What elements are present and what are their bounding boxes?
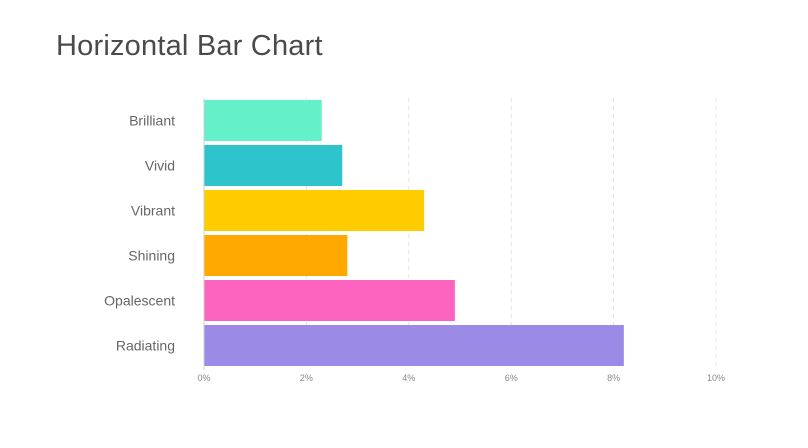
x-tick-labels: 0% 2% 4% 6% 8% 10%	[197, 373, 725, 383]
x-tick-label: 4%	[402, 373, 415, 383]
x-tick-label: 10%	[707, 373, 725, 383]
grid-lines	[305, 98, 717, 370]
category-label: Radiating	[116, 338, 175, 354]
bars	[204, 100, 624, 366]
category-label: Shining	[128, 248, 175, 264]
category-label: Vivid	[145, 158, 175, 174]
x-tick-label: 6%	[505, 373, 518, 383]
bar-brilliant	[204, 100, 322, 141]
bar-vibrant	[204, 190, 425, 231]
category-label: Vibrant	[131, 203, 175, 219]
bar-vivid	[204, 145, 343, 186]
x-tick-label: 8%	[607, 373, 620, 383]
category-label: Opalescent	[104, 293, 175, 309]
x-tick-label: 2%	[300, 373, 313, 383]
category-labels: Brilliant Vivid Vibrant Shining Opalescent Ra…	[104, 113, 175, 354]
chart-title: Horizontal Bar Chart	[56, 30, 323, 62]
bar-shining	[204, 235, 348, 276]
bar-opalescent	[204, 280, 455, 321]
category-label: Brilliant	[129, 113, 175, 129]
x-tick-label: 0%	[197, 373, 210, 383]
bar-radiating	[204, 325, 624, 366]
